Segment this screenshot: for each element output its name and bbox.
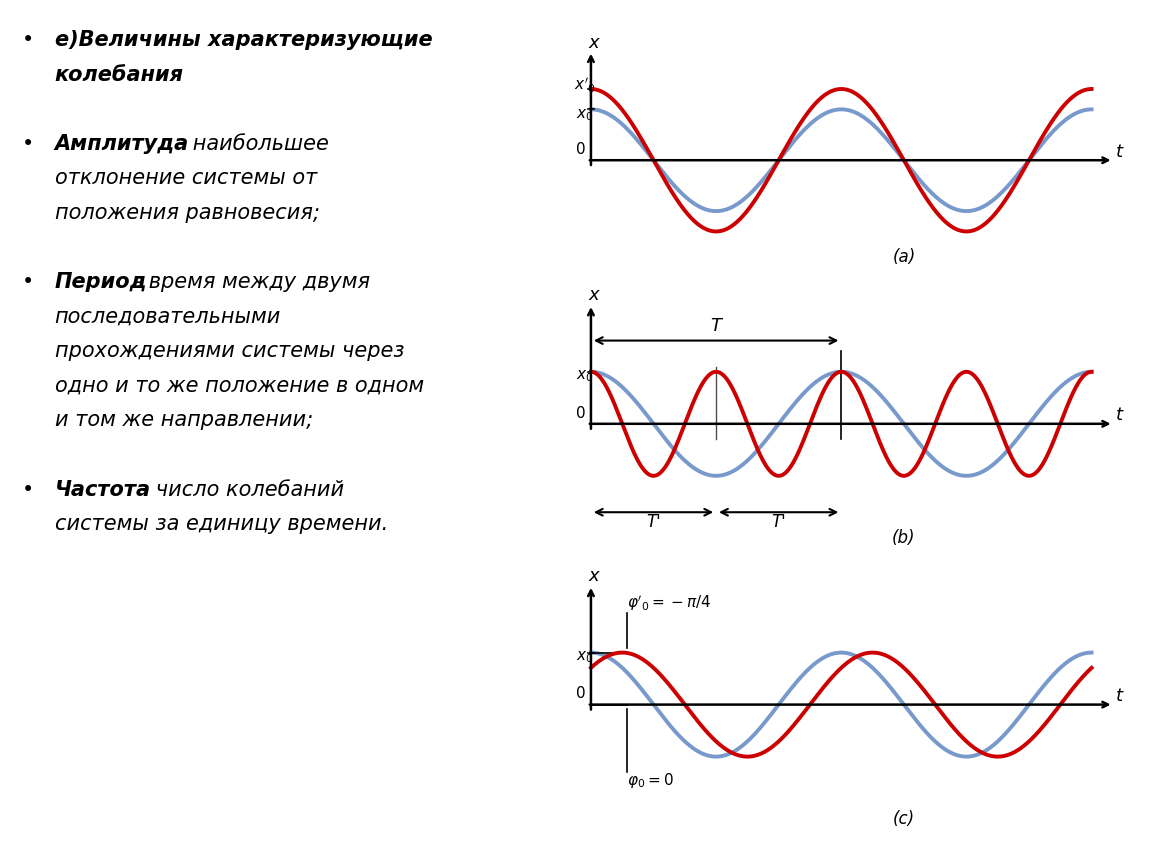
Text: и том же направлении;: и том же направлении; [55,410,313,430]
Text: •: • [22,480,34,499]
Text: t: t [1116,687,1122,705]
Text: системы за единицу времени.: системы за единицу времени. [55,514,388,534]
Text: (a): (a) [892,248,915,266]
Text: - число колебаний: - число колебаний [136,480,345,499]
Text: $x_0$: $x_0$ [576,649,593,664]
Text: 0: 0 [576,405,585,421]
Text: Амплитуда: Амплитуда [55,134,189,154]
Text: T': T' [646,513,661,530]
Text: T': T' [772,513,787,530]
Text: x: x [589,286,599,304]
Text: 0: 0 [576,686,585,702]
Text: положения равновесия;: положения равновесия; [55,203,320,223]
Text: одно и то же положение в одном: одно и то же положение в одном [55,376,423,396]
Text: - время между двумя: - время между двумя [129,272,370,292]
Text: $\varphi_0 = 0$: $\varphi_0 = 0$ [627,772,674,791]
Text: x: x [589,567,599,585]
Text: е)Величины характеризующие: е)Величины характеризующие [55,30,432,50]
Text: (c): (c) [892,810,915,829]
Text: x: x [589,35,599,53]
Text: (b): (b) [892,530,915,548]
Text: t: t [1116,406,1122,424]
Text: $\varphi'_0 = -\pi/4$: $\varphi'_0 = -\pi/4$ [627,594,711,613]
Text: прохождениями системы через: прохождениями системы через [55,341,404,361]
Text: •: • [22,272,34,292]
Text: $x'_0$: $x'_0$ [574,75,596,94]
Text: •: • [22,30,34,50]
Text: 0: 0 [576,142,585,157]
Text: последовательными: последовательными [55,307,281,327]
Text: отклонение системы от: отклонение системы от [55,168,317,188]
Text: $x_0$: $x_0$ [576,108,593,124]
Text: Период: Период [55,272,147,292]
Text: •: • [22,134,34,154]
Text: $x_0$: $x_0$ [576,368,593,384]
Text: Частота: Частота [55,480,151,499]
Text: колебания: колебания [55,65,184,85]
Text: - наибольшее: - наибольшее [172,134,329,154]
Text: T: T [711,317,721,335]
Text: t: t [1116,143,1122,161]
